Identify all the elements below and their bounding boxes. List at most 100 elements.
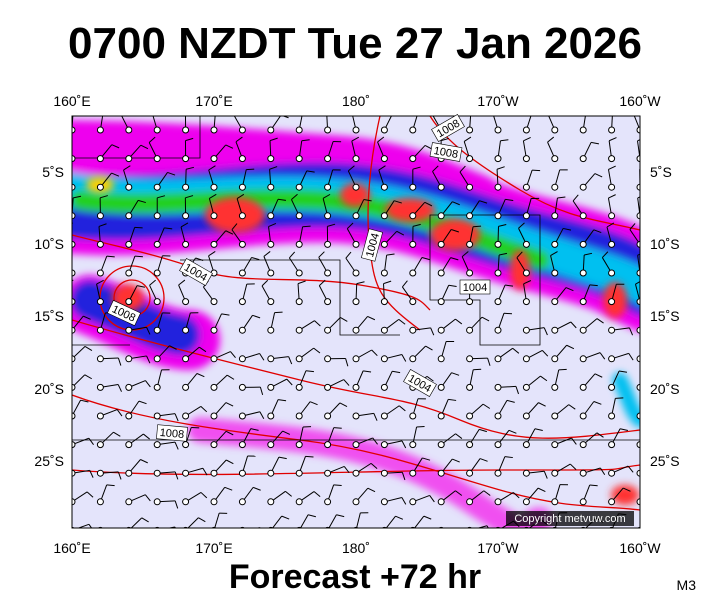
barb-station — [552, 270, 558, 276]
lat-label-right: 15˚S — [650, 308, 680, 324]
barb-station — [438, 327, 444, 333]
barb-station — [523, 470, 529, 476]
barb-station — [97, 213, 103, 219]
barb-station — [154, 327, 160, 333]
barb-station — [381, 156, 387, 162]
barb-station — [239, 384, 245, 390]
barb-station — [438, 299, 444, 305]
barb-station — [296, 356, 302, 362]
barb-flag — [152, 109, 159, 113]
barb-station — [580, 241, 586, 247]
barb-staff — [640, 399, 645, 416]
barb-station — [353, 327, 359, 333]
lon-label-bottom: 160˚W — [619, 540, 661, 556]
barb-flag — [658, 500, 661, 507]
barb-staff — [640, 458, 650, 473]
barb-station — [154, 470, 160, 476]
barb-station — [523, 499, 529, 505]
barb-station — [495, 127, 501, 133]
barb-station — [126, 127, 132, 133]
barb-station — [296, 384, 302, 390]
barb-station — [239, 213, 245, 219]
barb-station — [495, 384, 501, 390]
barb-station — [97, 442, 103, 448]
lon-label-top: 160˚W — [619, 93, 661, 109]
barb-station — [325, 499, 331, 505]
barb-flag — [334, 485, 342, 486]
barb-station — [495, 213, 501, 219]
barb-station — [467, 299, 473, 305]
barb-staff — [640, 347, 654, 359]
barb-station — [154, 241, 160, 247]
barb-station — [268, 327, 274, 333]
barb-staff — [640, 436, 656, 445]
barb-flag — [432, 109, 438, 115]
barb-station — [495, 499, 501, 505]
barb-station — [381, 327, 387, 333]
barb-station — [325, 241, 331, 247]
barb-station — [467, 384, 473, 390]
barb-station — [523, 127, 529, 133]
barb-station — [183, 127, 189, 133]
barb-station — [523, 184, 529, 190]
barb-station — [97, 270, 103, 276]
barb-station — [239, 499, 245, 505]
barb-station — [268, 156, 274, 162]
barb-station — [268, 241, 274, 247]
barb-station — [183, 356, 189, 362]
barb-station — [580, 384, 586, 390]
barb-station — [552, 356, 558, 362]
forecast-label: Forecast +72 hr — [229, 558, 481, 596]
barb-staff — [640, 518, 653, 530]
barb-station — [268, 470, 274, 476]
barb-flag — [653, 518, 660, 522]
barb-station — [495, 442, 501, 448]
barb-station — [211, 470, 217, 476]
barb-flag — [654, 347, 661, 352]
barb-station — [438, 356, 444, 362]
barb-station — [381, 413, 387, 419]
barb-station — [580, 499, 586, 505]
lon-label-top: 160˚E — [53, 93, 90, 109]
barb-station — [183, 327, 189, 333]
barb-station — [410, 470, 416, 476]
barb-station — [126, 384, 132, 390]
barb-station — [438, 470, 444, 476]
barb-station — [126, 299, 132, 305]
barb-station — [381, 299, 387, 305]
barb-station — [154, 184, 160, 190]
lat-label-right: 25˚S — [650, 453, 680, 469]
barb-station — [523, 442, 529, 448]
barb-station — [552, 499, 558, 505]
barb-station — [353, 213, 359, 219]
barb-staff — [100, 529, 118, 531]
barb-flag — [185, 110, 193, 112]
barb-station — [97, 384, 103, 390]
barb-station — [580, 270, 586, 276]
barb-station — [296, 156, 302, 162]
barb-flag — [327, 109, 335, 112]
barb-flag — [471, 110, 479, 112]
barb-station — [410, 127, 416, 133]
barb-station — [353, 413, 359, 419]
barb-station — [495, 327, 501, 333]
barb-station — [126, 499, 132, 505]
barb-staff — [640, 500, 658, 502]
barb-station — [580, 299, 586, 305]
barb-station — [410, 499, 416, 505]
barb-station — [239, 327, 245, 333]
barb-station — [296, 470, 302, 476]
barb-station — [154, 413, 160, 419]
barb-station — [410, 299, 416, 305]
barb-station — [438, 499, 444, 505]
barb-flag — [73, 110, 81, 112]
barb-station — [523, 356, 529, 362]
barb-station — [211, 213, 217, 219]
barb-station — [410, 413, 416, 419]
barb-station — [268, 356, 274, 362]
barb-station — [325, 156, 331, 162]
barb-station — [410, 156, 416, 162]
barb-staff — [63, 172, 72, 188]
barb-station — [353, 356, 359, 362]
barb-flag — [334, 428, 342, 429]
